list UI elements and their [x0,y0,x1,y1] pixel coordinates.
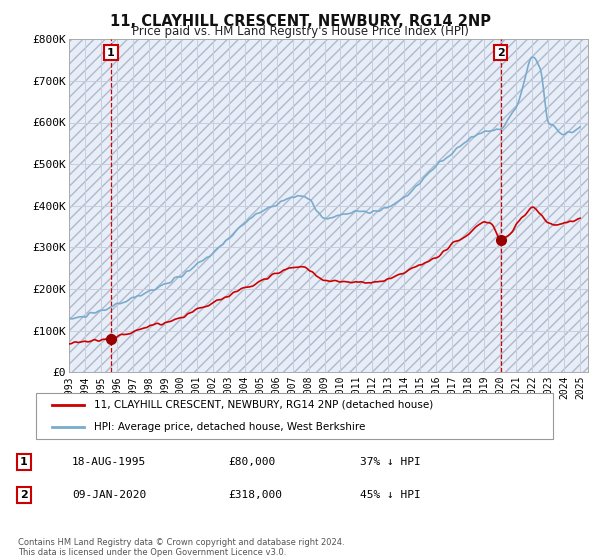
Text: £80,000: £80,000 [228,457,275,467]
Text: 11, CLAYHILL CRESCENT, NEWBURY, RG14 2NP: 11, CLAYHILL CRESCENT, NEWBURY, RG14 2NP [110,14,491,29]
Text: 18-AUG-1995: 18-AUG-1995 [72,457,146,467]
Text: 11, CLAYHILL CRESCENT, NEWBURY, RG14 2NP (detached house): 11, CLAYHILL CRESCENT, NEWBURY, RG14 2NP… [94,400,433,410]
Text: Contains HM Land Registry data © Crown copyright and database right 2024.
This d: Contains HM Land Registry data © Crown c… [18,538,344,557]
Text: HPI: Average price, detached house, West Berkshire: HPI: Average price, detached house, West… [94,422,365,432]
Text: 45% ↓ HPI: 45% ↓ HPI [360,490,421,500]
FancyBboxPatch shape [36,393,553,438]
Text: £318,000: £318,000 [228,490,282,500]
Text: 2: 2 [20,490,28,500]
Text: 1: 1 [20,457,28,467]
Text: 2: 2 [497,48,505,58]
Text: 37% ↓ HPI: 37% ↓ HPI [360,457,421,467]
Text: 1: 1 [107,48,115,58]
Text: Price paid vs. HM Land Registry's House Price Index (HPI): Price paid vs. HM Land Registry's House … [131,25,469,38]
Text: 09-JAN-2020: 09-JAN-2020 [72,490,146,500]
